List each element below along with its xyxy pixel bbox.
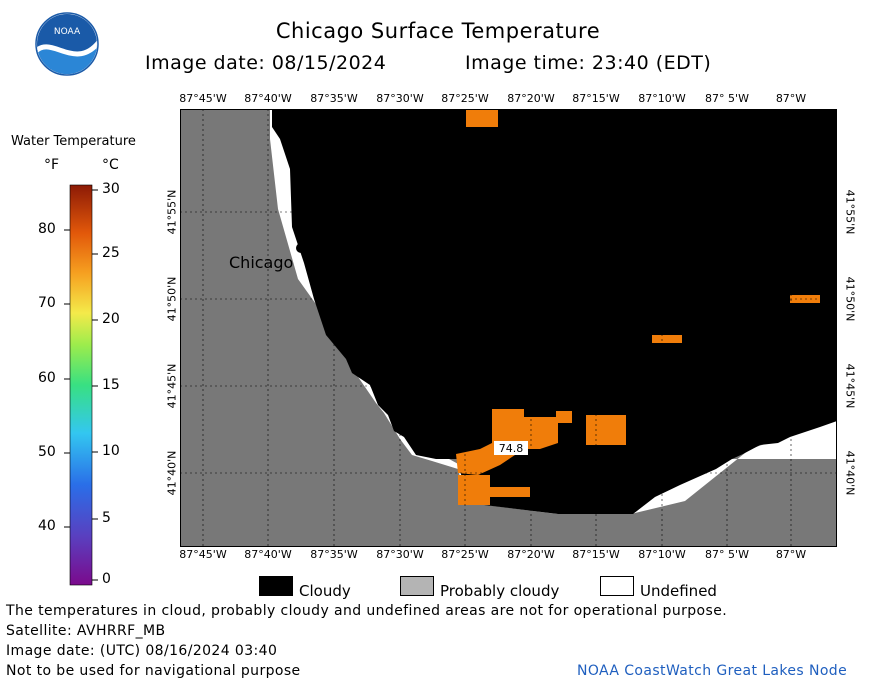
lat-label-right: 41°55'N bbox=[843, 189, 857, 235]
colorbar-label-f: 70 bbox=[38, 295, 56, 311]
lon-label-bottom: 87°30'W bbox=[376, 548, 424, 561]
lon-label-top: 87°25'W bbox=[441, 92, 489, 105]
lon-label-top: 87°W bbox=[775, 92, 807, 105]
colorbar-title: Water Temperature bbox=[11, 134, 136, 149]
legend-label-cloudy: Cloudy bbox=[299, 582, 351, 600]
nav-warning-text: Not to be used for navigational purpose bbox=[6, 663, 301, 679]
utc-date-text: Image date: (UTC) 08/16/2024 03:40 bbox=[6, 643, 278, 659]
image-time: Image time: 23:40 (EDT) bbox=[465, 52, 712, 74]
lon-label-top: 87°30'W bbox=[376, 92, 424, 105]
colorbar-unit-f: °F bbox=[44, 157, 60, 173]
lon-label-top: 87°20'W bbox=[507, 92, 555, 105]
lon-label-bottom: 87°20'W bbox=[507, 548, 555, 561]
legend-swatch-undefined bbox=[600, 576, 634, 596]
satellite-text: Satellite: AVHRRF_MB bbox=[6, 623, 166, 639]
lat-label-left: 41°40'N bbox=[165, 450, 179, 496]
colorbar-label-c: 5 bbox=[102, 510, 111, 526]
noaa-logo: NOAA bbox=[35, 12, 99, 76]
colorbar-label-c: 0 bbox=[102, 571, 111, 587]
disclaimer-text: The temperatures in cloud, probably clou… bbox=[6, 603, 728, 619]
lon-label-bottom: 87°40'W bbox=[244, 548, 292, 561]
colorbar-label-c: 20 bbox=[102, 311, 120, 327]
legend-swatch-cloudy bbox=[259, 576, 293, 596]
lon-label-top: 87°40'W bbox=[244, 92, 292, 105]
lon-label-top: 87°10'W bbox=[638, 92, 686, 105]
lon-label-bottom: 87° 5'W bbox=[705, 548, 749, 561]
node-credit: NOAA CoastWatch Great Lakes Node bbox=[577, 663, 848, 679]
legend-label-probably-cloudy: Probably cloudy bbox=[440, 582, 560, 600]
colorbar-label-c: 10 bbox=[102, 443, 120, 459]
chart-title: Chicago Surface Temperature bbox=[275, 19, 601, 43]
lon-label-bottom: 87°35'W bbox=[310, 548, 358, 561]
lon-label-bottom: 87°25'W bbox=[441, 548, 489, 561]
city-label-chicago: Chicago bbox=[229, 253, 294, 272]
colorbar-label-f: 40 bbox=[38, 518, 56, 534]
lon-label-bottom: 87°45'W bbox=[179, 548, 227, 561]
map-border bbox=[180, 109, 837, 547]
colorbar-label-c: 15 bbox=[102, 377, 120, 393]
temp-reading: 74.8 bbox=[499, 442, 524, 455]
lon-label-top: 87°15'W bbox=[572, 92, 620, 105]
lat-label-left: 41°50'N bbox=[165, 276, 179, 322]
svg-text:NOAA: NOAA bbox=[54, 27, 81, 37]
lon-label-top: 87°35'W bbox=[310, 92, 358, 105]
lon-label-bottom: 87°W bbox=[775, 548, 807, 561]
lat-label-left: 41°55'N bbox=[165, 189, 179, 235]
colorbar bbox=[64, 184, 98, 586]
image-date: Image date: 08/15/2024 bbox=[145, 52, 387, 74]
lat-label-right: 41°40'N bbox=[843, 450, 857, 496]
lon-label-top: 87° 5'W bbox=[705, 92, 749, 105]
lat-label-left: 41°45'N bbox=[165, 363, 179, 409]
colorbar-unit-c: °C bbox=[102, 157, 119, 173]
legend-swatch-probably-cloudy bbox=[400, 576, 434, 596]
cloudy-area bbox=[272, 109, 837, 514]
lon-label-bottom: 87°10'W bbox=[638, 548, 686, 561]
lat-label-right: 41°50'N bbox=[843, 276, 857, 322]
colorbar-label-f: 50 bbox=[38, 444, 56, 460]
colorbar-label-c: 25 bbox=[102, 245, 120, 261]
legend-label-undefined: Undefined bbox=[640, 582, 717, 600]
colorbar-label-f: 80 bbox=[38, 221, 56, 237]
graticule bbox=[180, 109, 837, 547]
colorbar-label-f: 60 bbox=[38, 370, 56, 386]
lon-label-bottom: 87°15'W bbox=[572, 548, 620, 561]
lon-label-top: 87°45'W bbox=[179, 92, 227, 105]
colorbar-label-c: 30 bbox=[102, 181, 120, 197]
temp-reading-box bbox=[494, 441, 528, 455]
map-area: 74.8 bbox=[180, 109, 837, 547]
lat-label-right: 41°45'N bbox=[843, 363, 857, 409]
chicago-marker bbox=[296, 243, 306, 253]
